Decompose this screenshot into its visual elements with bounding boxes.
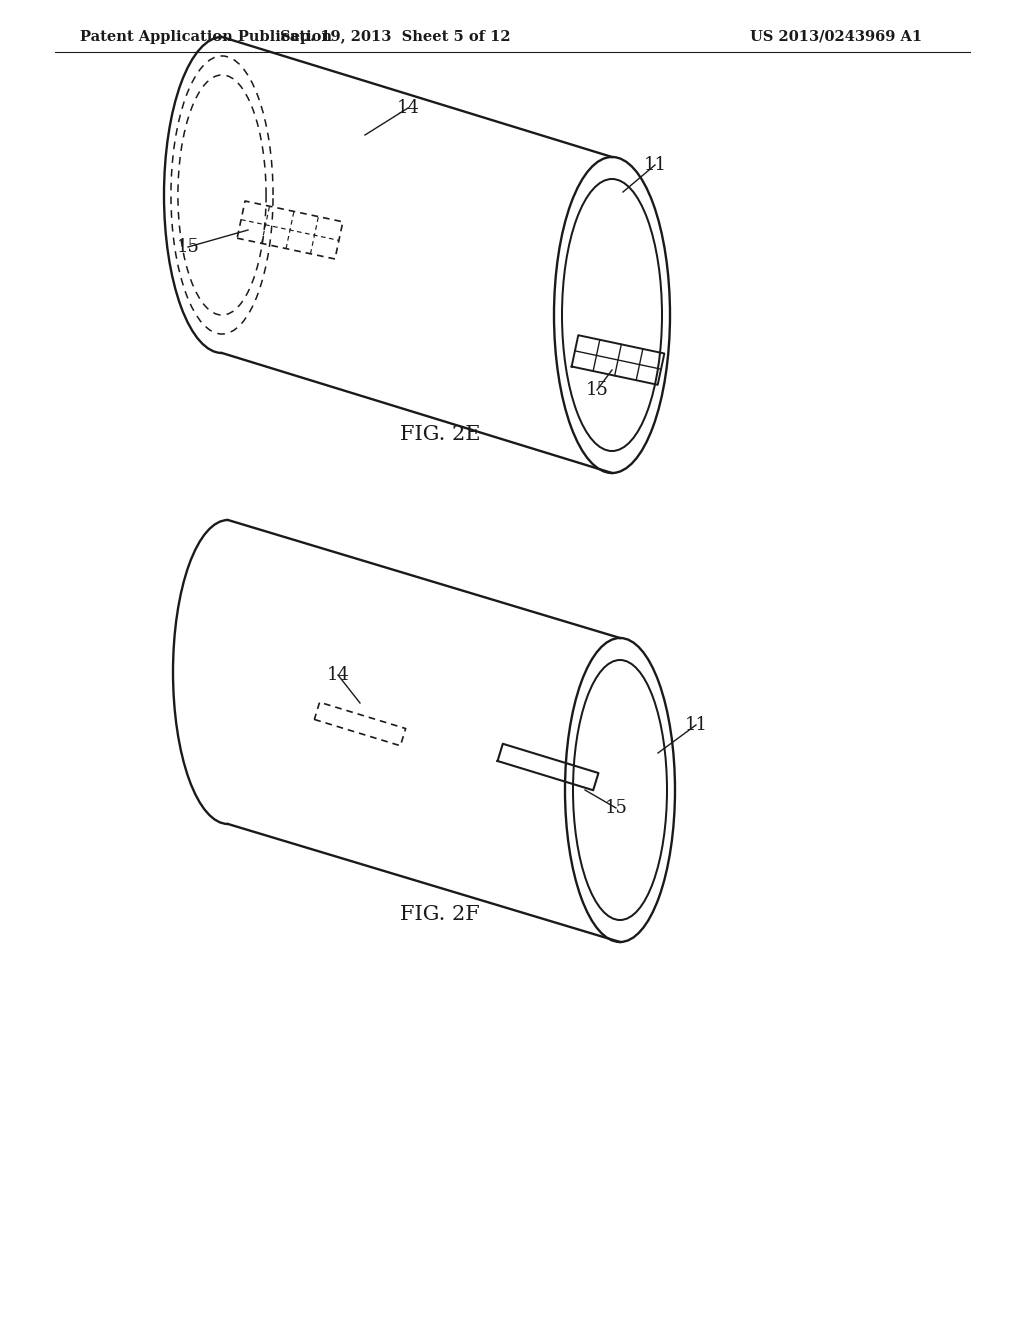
Text: 11: 11 <box>643 156 667 174</box>
Text: Patent Application Publication: Patent Application Publication <box>80 30 332 44</box>
Text: US 2013/0243969 A1: US 2013/0243969 A1 <box>750 30 923 44</box>
Text: FIG. 2E: FIG. 2E <box>399 425 480 445</box>
Text: Sep. 19, 2013  Sheet 5 of 12: Sep. 19, 2013 Sheet 5 of 12 <box>280 30 510 44</box>
Text: 14: 14 <box>327 667 349 684</box>
Text: 15: 15 <box>604 799 628 817</box>
Text: 15: 15 <box>586 381 608 399</box>
Text: FIG. 2F: FIG. 2F <box>400 906 480 924</box>
Text: 14: 14 <box>396 99 420 117</box>
Text: 11: 11 <box>684 715 708 734</box>
Text: 15: 15 <box>176 238 200 256</box>
